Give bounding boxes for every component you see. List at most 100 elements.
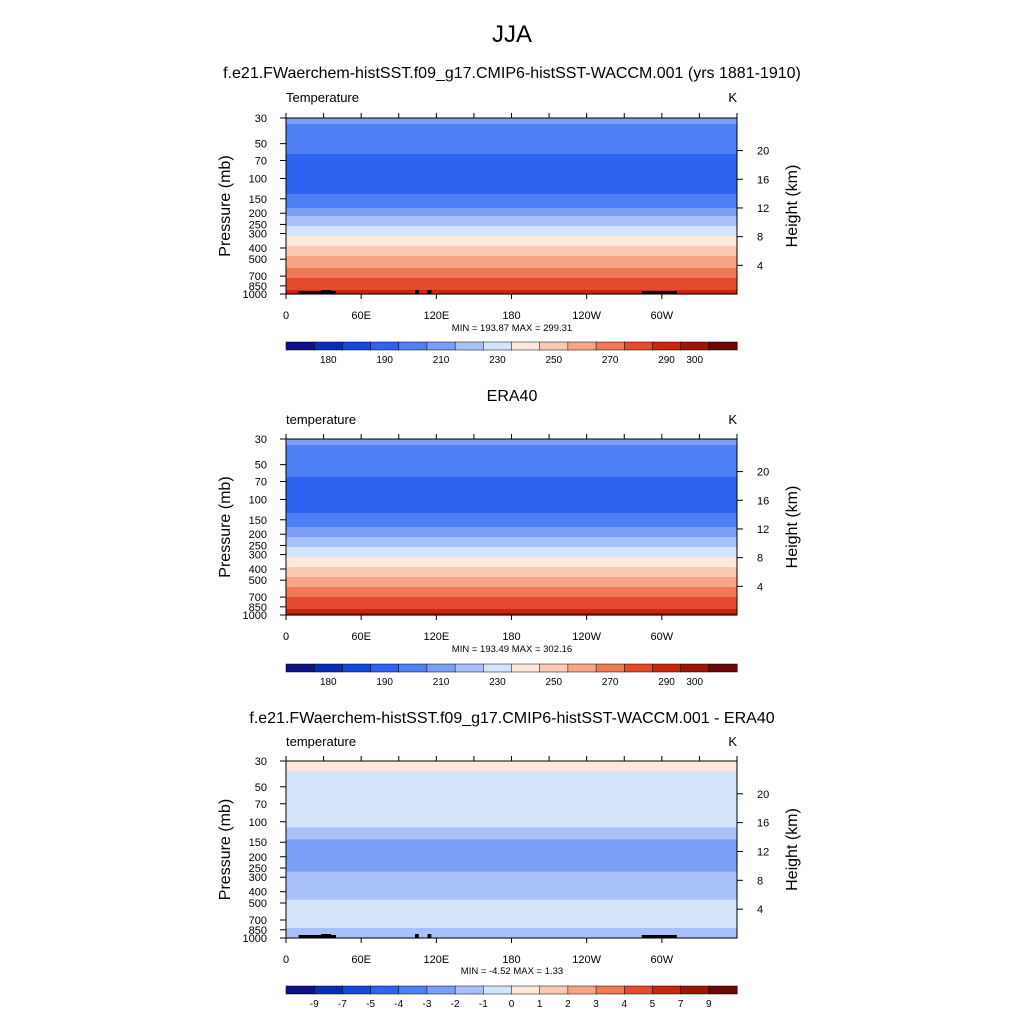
variable-label: temperature xyxy=(286,734,356,749)
colorbar-box xyxy=(313,663,343,673)
right-tick-label: 12 xyxy=(757,524,769,536)
contour-band xyxy=(286,833,737,837)
contour-band xyxy=(286,258,737,261)
right-tick-label: 16 xyxy=(757,174,769,186)
colorbar-label: 300 xyxy=(686,355,703,366)
contour-band xyxy=(286,493,737,496)
colorbar-box xyxy=(652,663,682,673)
contour-band xyxy=(286,246,737,249)
colorbar-box xyxy=(426,341,456,351)
contour-band xyxy=(286,120,737,123)
colorbar-label: 210 xyxy=(433,355,450,366)
contour-band xyxy=(286,853,737,857)
contour-band xyxy=(286,771,737,774)
y-tick-label: 700 xyxy=(249,915,267,927)
y-tick-label: 850 xyxy=(249,602,267,614)
contour-band xyxy=(286,887,737,891)
contour-band xyxy=(286,134,737,137)
contour-band xyxy=(286,154,737,157)
contour-band xyxy=(286,244,737,247)
colorbar-box xyxy=(398,985,428,995)
contour-band xyxy=(286,541,737,544)
contour-band xyxy=(286,801,737,804)
x-tick-label: 60E xyxy=(351,631,371,643)
y-axis-label: Pressure (mb) xyxy=(217,476,234,577)
contour-band xyxy=(286,571,737,574)
contour-band xyxy=(286,563,737,566)
contour-band xyxy=(286,503,737,506)
x-tick-label: 60W xyxy=(651,631,674,643)
contour-band xyxy=(286,212,737,215)
y-tick-label: 700 xyxy=(249,271,267,283)
contour-band xyxy=(286,903,737,907)
contour-band xyxy=(286,859,737,863)
colorbar-box xyxy=(567,985,597,995)
contour-band xyxy=(286,266,737,269)
contour-band xyxy=(286,184,737,187)
contour-band xyxy=(286,775,737,778)
colorbar-box xyxy=(454,341,484,351)
contour-band xyxy=(286,280,737,283)
colorbar-label: 270 xyxy=(602,677,619,688)
colorbar-box xyxy=(539,341,569,351)
colorbar-label: 0 xyxy=(509,999,515,1010)
contour-band xyxy=(286,577,737,580)
contour-band xyxy=(286,787,737,790)
contour-band xyxy=(286,124,737,127)
contour-band xyxy=(286,561,737,564)
contour-band xyxy=(286,481,737,484)
contour-band xyxy=(286,841,737,845)
colorbar-box xyxy=(708,663,738,673)
colorbar-box xyxy=(370,985,400,995)
contour-band xyxy=(286,551,737,554)
contour-band xyxy=(286,821,737,824)
contour-band xyxy=(286,523,737,526)
colorbar-box xyxy=(567,341,597,351)
y-axis-label-right: Height (km) xyxy=(784,486,801,569)
y-tick-label: 70 xyxy=(255,156,267,168)
contour-band xyxy=(286,565,737,568)
contour-band xyxy=(286,288,737,291)
contour-band xyxy=(286,835,737,839)
y-tick-label: 1000 xyxy=(243,933,267,945)
contour-band xyxy=(286,875,737,879)
contour-band xyxy=(286,272,737,275)
contour-band xyxy=(286,931,737,935)
colorbar-box xyxy=(285,341,315,351)
colorbar-box xyxy=(342,985,372,995)
contour-band xyxy=(286,813,737,816)
colorbar-label: 210 xyxy=(433,677,450,688)
contour-band xyxy=(286,202,737,205)
y-tick-label: 500 xyxy=(249,254,267,266)
contour-band xyxy=(286,447,737,450)
land-block xyxy=(641,935,677,938)
colorbar-box xyxy=(313,985,343,995)
contour-band xyxy=(286,270,737,273)
contour-band xyxy=(286,463,737,466)
contour-band xyxy=(286,911,737,915)
y-axis-label-right: Height (km) xyxy=(784,165,801,248)
contour-band xyxy=(286,765,737,768)
x-tick-label: 120E xyxy=(423,954,449,966)
colorbar-box xyxy=(426,663,456,673)
x-tick-label: 60E xyxy=(351,310,371,322)
contour-band xyxy=(286,851,737,855)
contour-band xyxy=(286,781,737,784)
contour-band xyxy=(286,811,737,814)
contour-band xyxy=(286,869,737,873)
right-tick-label: 8 xyxy=(757,553,763,565)
contour-band xyxy=(286,845,737,849)
x-tick-label: 60E xyxy=(351,954,371,966)
contour-band xyxy=(286,252,737,255)
contour-band xyxy=(286,925,737,929)
contour-band xyxy=(286,160,737,163)
contour-band xyxy=(286,180,737,183)
contour-band xyxy=(286,483,737,486)
right-tick-label: 8 xyxy=(757,232,763,244)
contour-band xyxy=(286,439,737,442)
colorbar-label: 290 xyxy=(658,355,675,366)
contour-band xyxy=(286,146,737,149)
contour-band xyxy=(286,593,737,596)
